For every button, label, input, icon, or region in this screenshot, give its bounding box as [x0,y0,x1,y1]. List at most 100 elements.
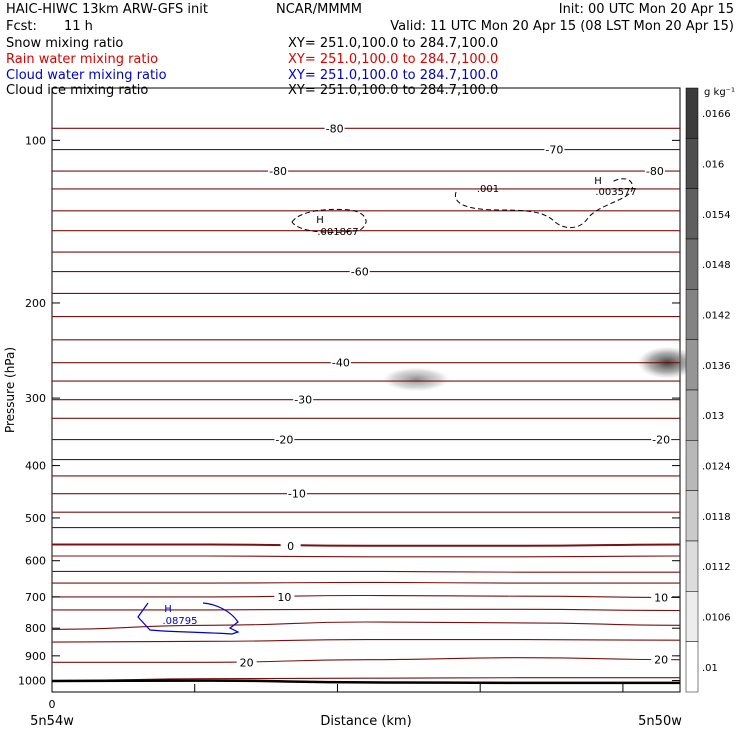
isotherm-label: -20 [275,434,293,447]
isotherm-label-bg [349,265,370,277]
header-init: Init: 00 UTC Mon 20 Apr 15 [559,2,734,17]
y-tick-label: 700 [25,591,46,604]
isotherm-line [52,555,681,558]
header-fcst-value: 11 h [64,19,93,34]
isotherm-label: 20 [654,654,668,667]
y-tick-label: 400 [25,460,46,473]
colorbar-swatch [685,238,699,290]
x-endpoint-right: 5n50w [638,714,682,729]
y-axis-label: Pressure (hPa) [3,347,17,433]
colorbar-label: .0124 [702,462,731,473]
cloud-water-max-value: .08795 [163,616,198,627]
colorbar-swatch [685,138,699,189]
x-axis-label: Distance (km) [320,714,411,729]
cloud-ice-max-value: .001867 [317,227,358,238]
colorbar-swatch [685,591,699,642]
colorbar-label: .0166 [702,109,731,120]
isotherm-line [51,639,681,643]
isotherm-line [52,570,680,573]
x-axis: 0 [49,684,624,711]
isotherm-label: -70 [545,144,563,157]
isotherm-line [52,543,681,547]
y-tick-label: 300 [25,392,46,405]
isotherm-line [51,677,680,682]
isotherm-label-bg [330,356,351,368]
y-tick-label: 100 [25,134,46,147]
isotherm-label-bg [293,393,314,405]
isotherm-label-bg [286,487,307,499]
isotherm-label: -80 [269,165,287,178]
isotherm-line [51,621,681,630]
isotherm-label-bg [644,165,665,177]
cloud-ice-max-label: H [594,176,602,187]
isotherm-line [51,581,680,584]
terrain-layer [51,679,680,685]
isotherm-label-bg [274,590,295,602]
shading-blob [382,367,451,392]
field-xy-snow: XY= 251.0,100.0 to 284.7,100.0 [288,36,498,51]
isotherm-label-bg [274,433,295,445]
field-name-cloud-ice: Cloud ice mixing ratio [6,83,148,98]
plot-frame [51,87,681,693]
cloud-ice-contour [291,208,367,233]
isotherm-label: 10 [654,592,668,605]
isotherm-label-bg [268,165,289,177]
colorbar-swatch [685,339,699,391]
isotherm-label: 10 [277,591,291,604]
isotherm-label: -80 [646,165,664,178]
isotherm-label: -20 [652,434,670,447]
isotherm-label: -10 [288,488,306,501]
colorbar-label: .0118 [702,512,731,523]
y-tick-label: 500 [25,512,46,525]
isotherm-label-bg [651,591,672,603]
isotherm-label: 0 [287,540,294,553]
y-tick-label: 1000 [18,675,46,688]
field-name-cloud-water: Cloud water mixing ratio [6,68,167,83]
colorbar-label: .0106 [702,613,731,624]
field-name-snow: Snow mixing ratio [6,36,123,51]
cloud-ice-max-label: H [316,215,324,226]
cloud-ice-max-value: .003577 [595,187,636,198]
terrain-surface-line [51,679,680,685]
isotherm-label: -30 [294,394,312,407]
isotherm-line [52,657,681,663]
field-xy-cloud-water: XY= 251.0,100.0 to 284.7,100.0 [288,68,498,83]
isotherm-label-bg [651,653,672,665]
header-model: HAIC-HIWC 13km ARW-GFS init [6,2,208,17]
isotherm-label-bg [236,656,257,668]
y-tick-label: 200 [25,297,46,310]
cloud-water-max-label: H [164,604,172,615]
colorbar-swatch [685,87,699,139]
isotherm-label: 20 [240,656,254,669]
isotherm-layer: -80 -70 -80 -80 -60 -40 -30 -20 -20 -10 0 10 10 20 20 [51,122,681,682]
x-endpoint-left: 5n54w [30,714,74,729]
x-tick-label: 0 [49,698,56,711]
header-valid: Valid: 11 UTC Mon 20 Apr 15 (08 LST Mon … [390,19,734,34]
colorbar-swatch [685,188,699,240]
header-org: NCAR/MMMM [276,2,362,17]
cloud-ice-contour-label: .001 [477,184,499,195]
y-tick-label: 600 [25,555,46,568]
colorbar-swatch [685,389,699,441]
isotherm-label: -60 [351,266,369,279]
colorbar-label: .0154 [702,210,731,221]
colorbar-swatch [685,540,699,592]
colorbar-unit: g kg⁻¹ [704,87,735,98]
field-xy-cloud-ice: XY= 251.0,100.0 to 284.7,100.0 [288,83,498,98]
colorbar-swatch [685,289,699,340]
colorbar-label: .0148 [702,260,731,271]
isotherm-label-bg [280,539,301,551]
field-xy-rain: XY= 251.0,100.0 to 284.7,100.0 [288,52,498,67]
y-tick-label: 900 [25,650,46,663]
isotherm-label: -40 [332,357,350,370]
colorbar-label: .016 [702,160,724,171]
field-name-rain: Rain water mixing ratio [6,52,158,67]
cloud-ice-contour [455,178,633,228]
colorbar-swatch [685,440,699,491]
isotherm-line [52,608,681,612]
y-tick-label: 800 [25,622,46,635]
colorbar: .0166 .016 .0154 .0148 .0142 .0136 .013 .0124 .0… [685,87,731,693]
header-fcst-label: Fcst: [6,19,37,34]
